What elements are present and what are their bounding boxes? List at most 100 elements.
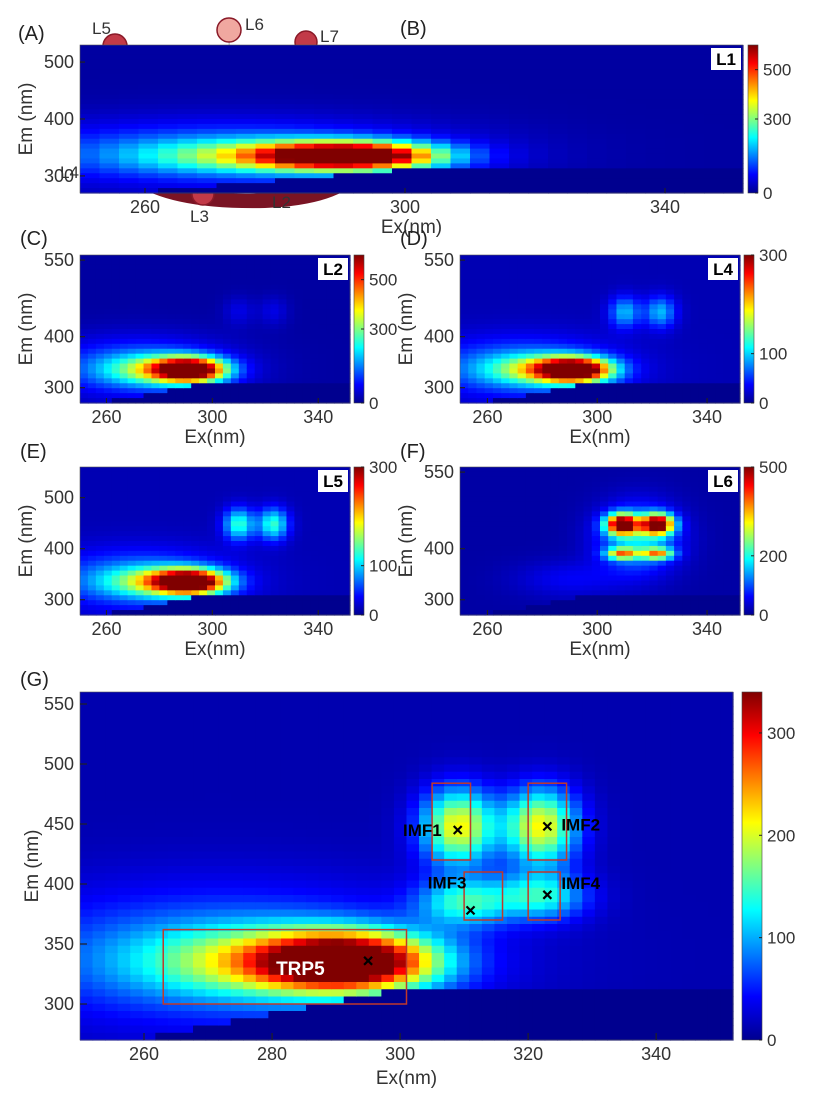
heatmap-cell [723, 173, 744, 179]
heatmap-cell [334, 531, 343, 537]
heatmap-cell [665, 304, 675, 310]
heatmap-cell [626, 99, 647, 105]
heatmap-cell [723, 348, 733, 355]
heatmap-cell [119, 511, 129, 517]
heatmap-cell [215, 531, 224, 537]
heatmap-cell [550, 575, 560, 582]
heatmap-cell [238, 541, 248, 547]
heatmap-cell [616, 491, 626, 498]
heatmap-cell [197, 49, 218, 56]
heatmap-cell [583, 353, 593, 360]
heatmap-cell [95, 314, 105, 320]
heatmap-cell [143, 279, 153, 286]
heatmap-cell [80, 69, 101, 76]
heatmap-cell [591, 324, 601, 330]
heatmap-cell [632, 314, 642, 320]
heatmap-cell [197, 84, 218, 90]
heatmap-cell [119, 368, 129, 374]
heatmap-cell [616, 348, 626, 355]
heatmap-cell [318, 309, 327, 315]
heatmap-cell [616, 590, 626, 596]
heatmap-cell [238, 585, 248, 591]
heatmap-cell [262, 491, 272, 498]
heatmap-cell [255, 69, 276, 76]
heatmap-cell [95, 255, 105, 261]
heatmap-cell [80, 585, 89, 591]
heatmap-cell [509, 565, 519, 572]
heatmap-cell [191, 314, 200, 320]
heatmap-cell [254, 363, 264, 370]
heatmap-cell [715, 299, 725, 305]
heatmap-cell [674, 383, 683, 389]
heatmap-cell [326, 580, 335, 586]
heatmap-cell [550, 309, 560, 315]
heatmap-cell [431, 168, 452, 174]
heatmap-cell [138, 148, 159, 155]
heatmap-cell [542, 600, 552, 606]
heatmap-cell [583, 550, 593, 557]
heatmap-cell [119, 104, 140, 110]
heatmap-cell [314, 114, 335, 120]
heatmap-cell [255, 178, 276, 184]
heatmap-cell [111, 496, 121, 503]
heatmap-cell [143, 304, 153, 310]
heatmap-cell [616, 324, 626, 330]
heatmap-cell [608, 541, 618, 547]
heatmap-cell [431, 188, 452, 194]
heatmap-cell [302, 575, 311, 582]
heatmap-cell [489, 84, 510, 90]
heatmap-cell [731, 309, 741, 315]
heatmap-cell [583, 299, 593, 305]
heatmap-cell [314, 148, 335, 155]
heatmap-cell [704, 138, 725, 145]
heatmap-cell [484, 338, 494, 345]
colorbar-tick-label: 0 [763, 184, 772, 203]
heatmap-cell [431, 89, 452, 95]
heatmap-cell [632, 319, 642, 325]
heatmap-cell [608, 491, 618, 498]
heatmap-cell [548, 45, 569, 51]
heatmap-cell [624, 585, 634, 591]
heatmap-cell [135, 299, 145, 305]
heatmap-cell [342, 324, 351, 330]
heatmap-cell [95, 590, 105, 596]
heatmap-cell [87, 279, 97, 286]
heatmap-cell [484, 521, 494, 527]
heatmap-cell [353, 79, 374, 86]
heatmap-cell [238, 580, 248, 586]
heatmap-cell [632, 299, 642, 305]
heatmap-cell [246, 590, 256, 596]
heatmap-cell [318, 526, 327, 532]
heatmap-cell [616, 580, 626, 586]
heatmap-cell [95, 600, 105, 606]
heatmap-cell [127, 264, 137, 271]
heatmap-cell [723, 158, 744, 164]
heatmap-cell [534, 398, 543, 404]
heatmap-cell [632, 383, 642, 389]
heatmap-cell [525, 491, 535, 498]
heatmap-cell [517, 585, 527, 591]
heatmap-cell [548, 143, 569, 150]
heatmap-cell [95, 343, 105, 350]
heatmap-cell [111, 255, 121, 261]
heatmap-cell [606, 119, 627, 125]
heatmap-cell [99, 79, 120, 86]
heatmap-cell [411, 99, 432, 105]
heatmap-cell [450, 173, 471, 179]
heatmap-cell [484, 393, 494, 399]
heatmap-cell [492, 279, 502, 286]
heatmap-cell [575, 511, 585, 517]
heatmap-cell [275, 114, 296, 120]
heatmap-cell [80, 570, 89, 577]
heatmap-cell [698, 284, 708, 291]
heatmap-cell [353, 133, 374, 140]
heatmap-cell [138, 45, 159, 51]
heatmap-cell [684, 64, 705, 71]
heatmap-cell [254, 555, 264, 562]
heatmap-cell [723, 368, 733, 374]
heatmap-cell [334, 289, 343, 296]
heatmap-cell [684, 79, 705, 86]
heatmap-cell [567, 104, 588, 110]
heatmap-cell [548, 123, 569, 130]
heatmap-cell [334, 333, 343, 340]
